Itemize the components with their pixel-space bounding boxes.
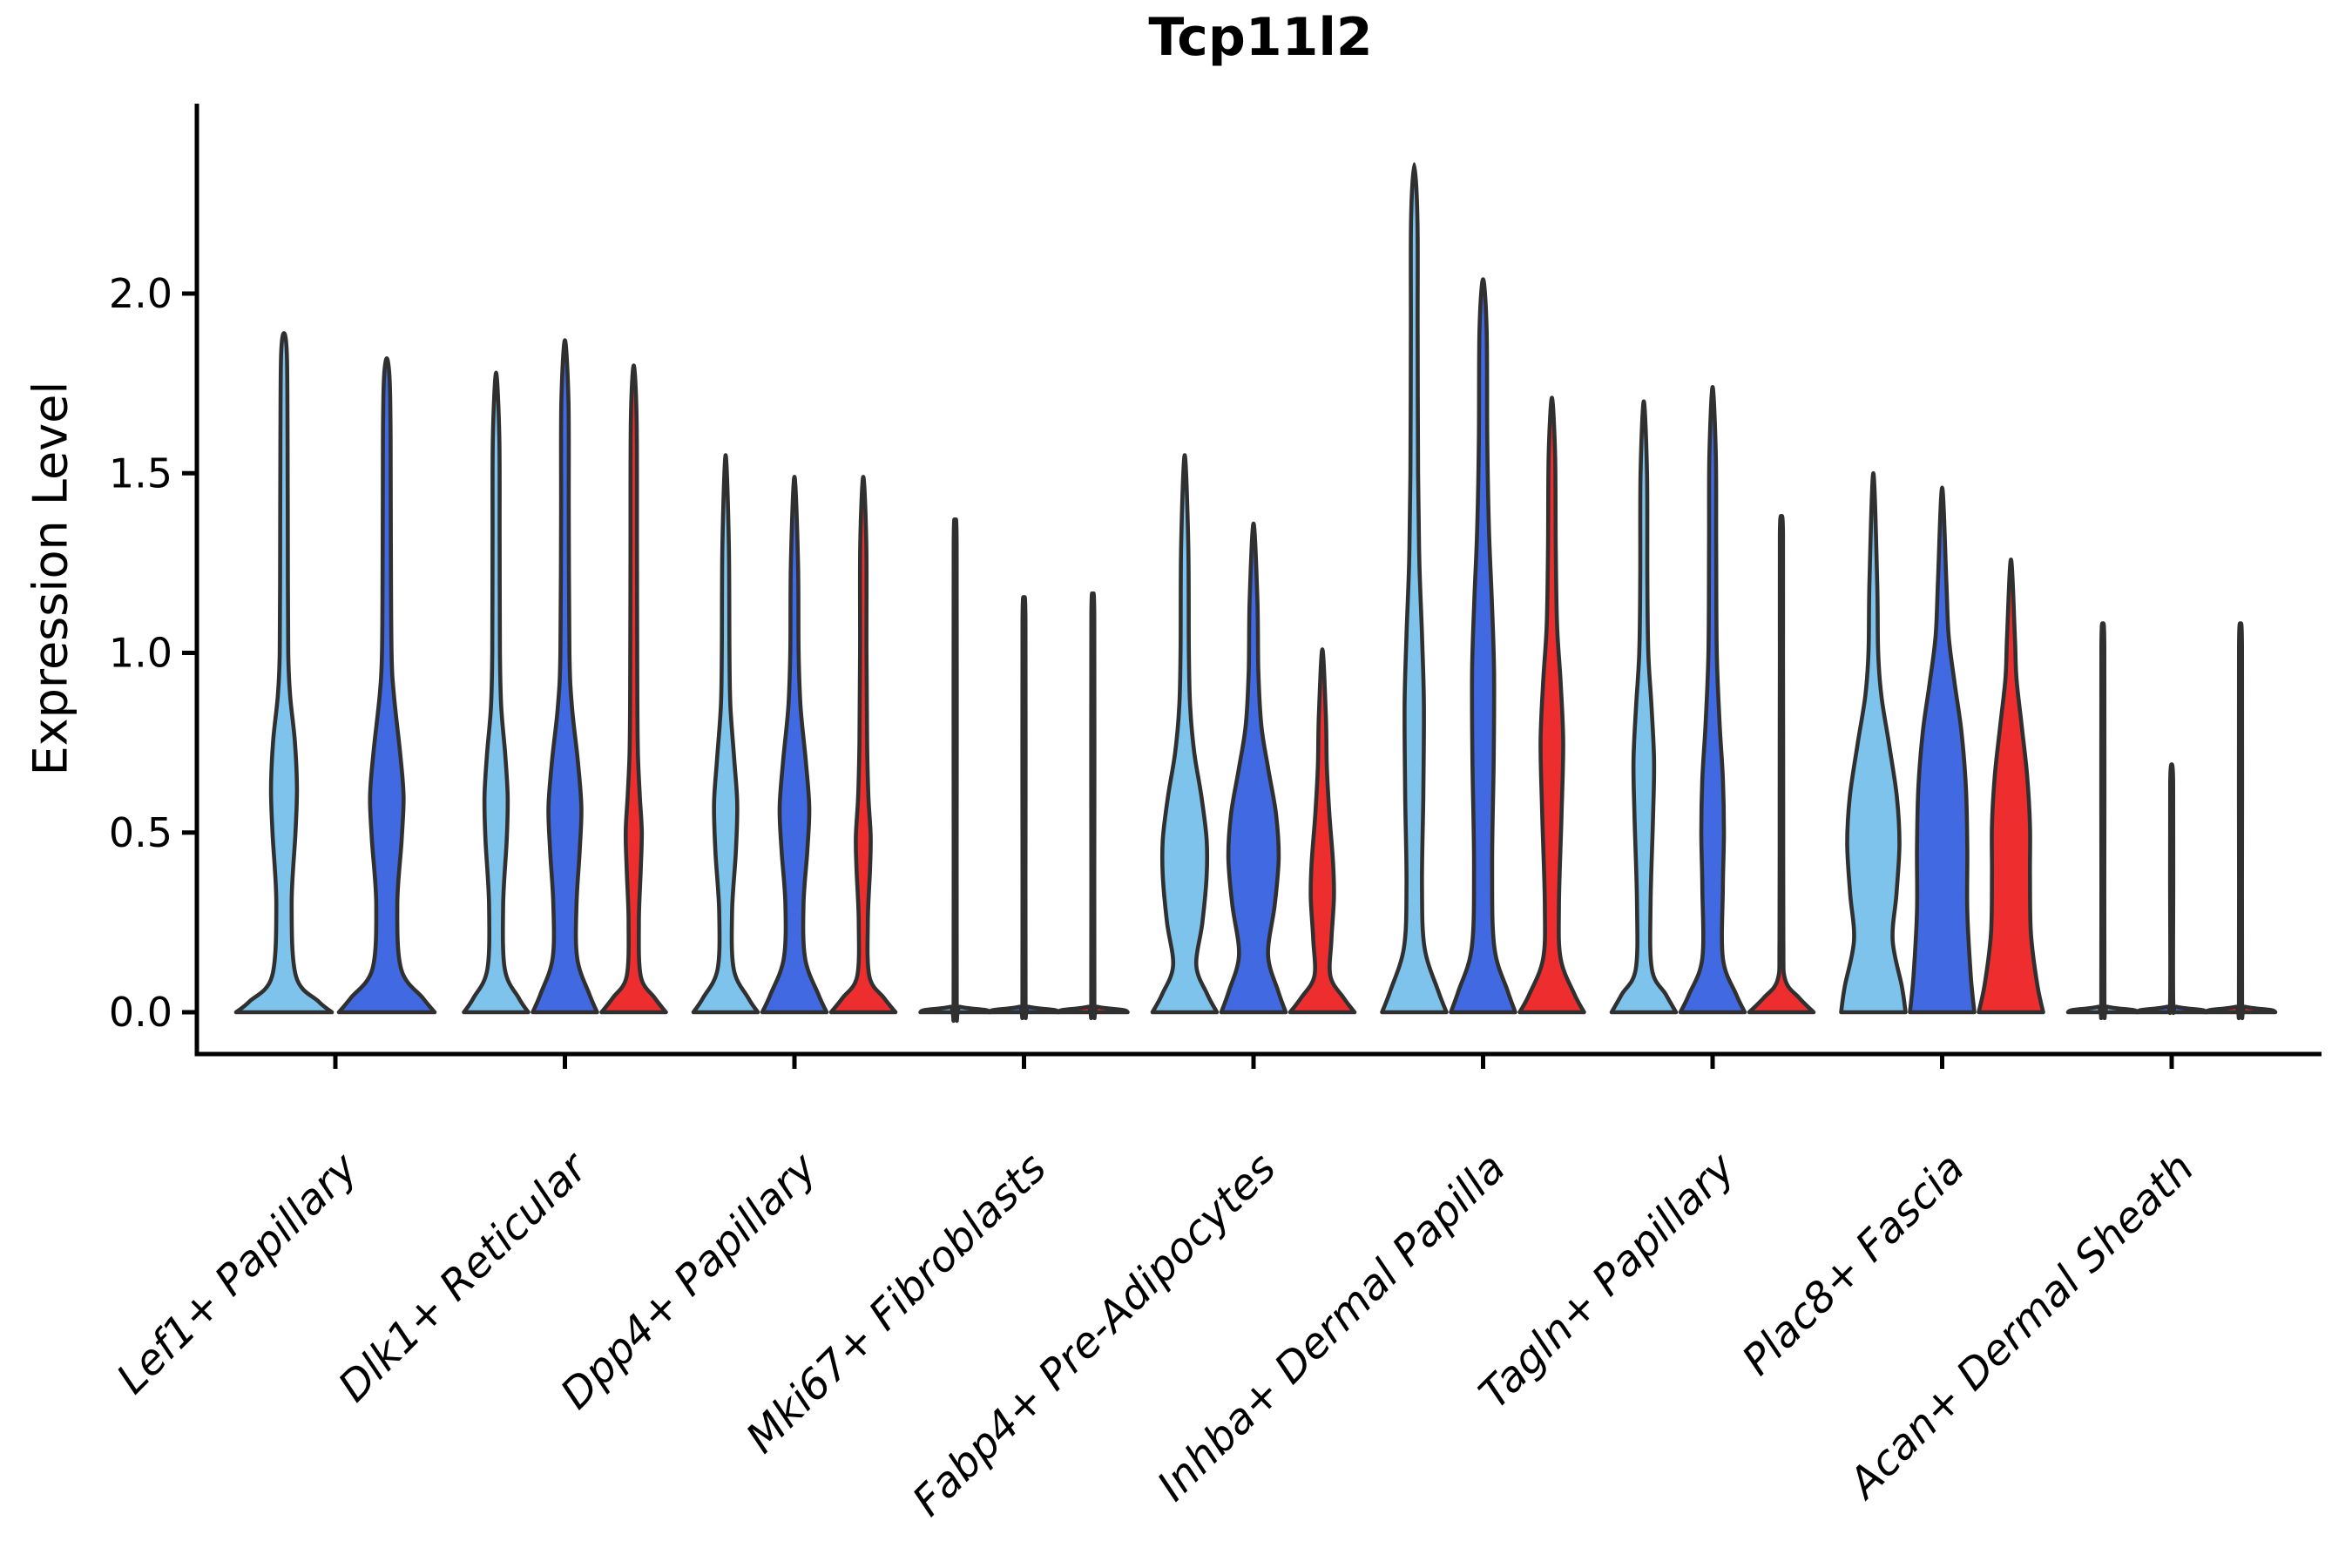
violin-9-3 [2203, 621, 2278, 1020]
y-tick-label: 0.0 [109, 989, 172, 1036]
x-tick-label: Plac8+ Fascia [1733, 1144, 1974, 1385]
violin-7-2 [1678, 385, 1747, 1015]
violin-4-3 [1056, 591, 1130, 1020]
x-tick-label: Lef1+ Papillary [107, 1143, 368, 1403]
violin-8-1 [1839, 471, 1908, 1015]
chart-title: Tcp11l2 [1148, 7, 1373, 68]
violin-7-1 [1609, 399, 1679, 1015]
violin-3-2 [760, 475, 829, 1015]
violin-8-2 [1908, 485, 1977, 1015]
violin-9-1 [2065, 621, 2140, 1020]
violin-6-2 [1449, 277, 1517, 1015]
y-tick-label: 0.5 [109, 809, 172, 856]
y-tick-label: 1.0 [109, 630, 172, 677]
violin-5-3 [1288, 647, 1357, 1015]
violin-5-2 [1219, 521, 1288, 1015]
y-tick-label: 2.0 [109, 270, 172, 317]
violin-5-1 [1150, 453, 1220, 1015]
violin-2-2 [531, 338, 599, 1015]
x-tick-label: Dpp4+ Papillary [551, 1143, 827, 1418]
violin-1-1 [233, 331, 335, 1015]
violin-2-1 [462, 370, 531, 1015]
violin-7-3 [1747, 514, 1816, 1015]
violin-1-2 [336, 356, 437, 1015]
x-tick-label: Tagln+ Papillary [1470, 1143, 1745, 1418]
violin-8-3 [1977, 558, 2045, 1015]
violin-2-3 [599, 363, 668, 1015]
violin-6-1 [1380, 162, 1449, 1015]
x-tick-label: Dlk1+ Reticular [329, 1142, 599, 1412]
y-tick-label: 1.5 [109, 449, 172, 497]
violin-9-2 [2134, 762, 2209, 1016]
violin-3-3 [828, 475, 898, 1015]
violin-4-2 [987, 595, 1061, 1020]
x-tick-label: Fabp4+ Pre-Adipocytes [903, 1144, 1286, 1526]
violin-4-1 [918, 517, 992, 1023]
violin-6-3 [1517, 395, 1586, 1015]
violin-3-1 [691, 453, 760, 1015]
